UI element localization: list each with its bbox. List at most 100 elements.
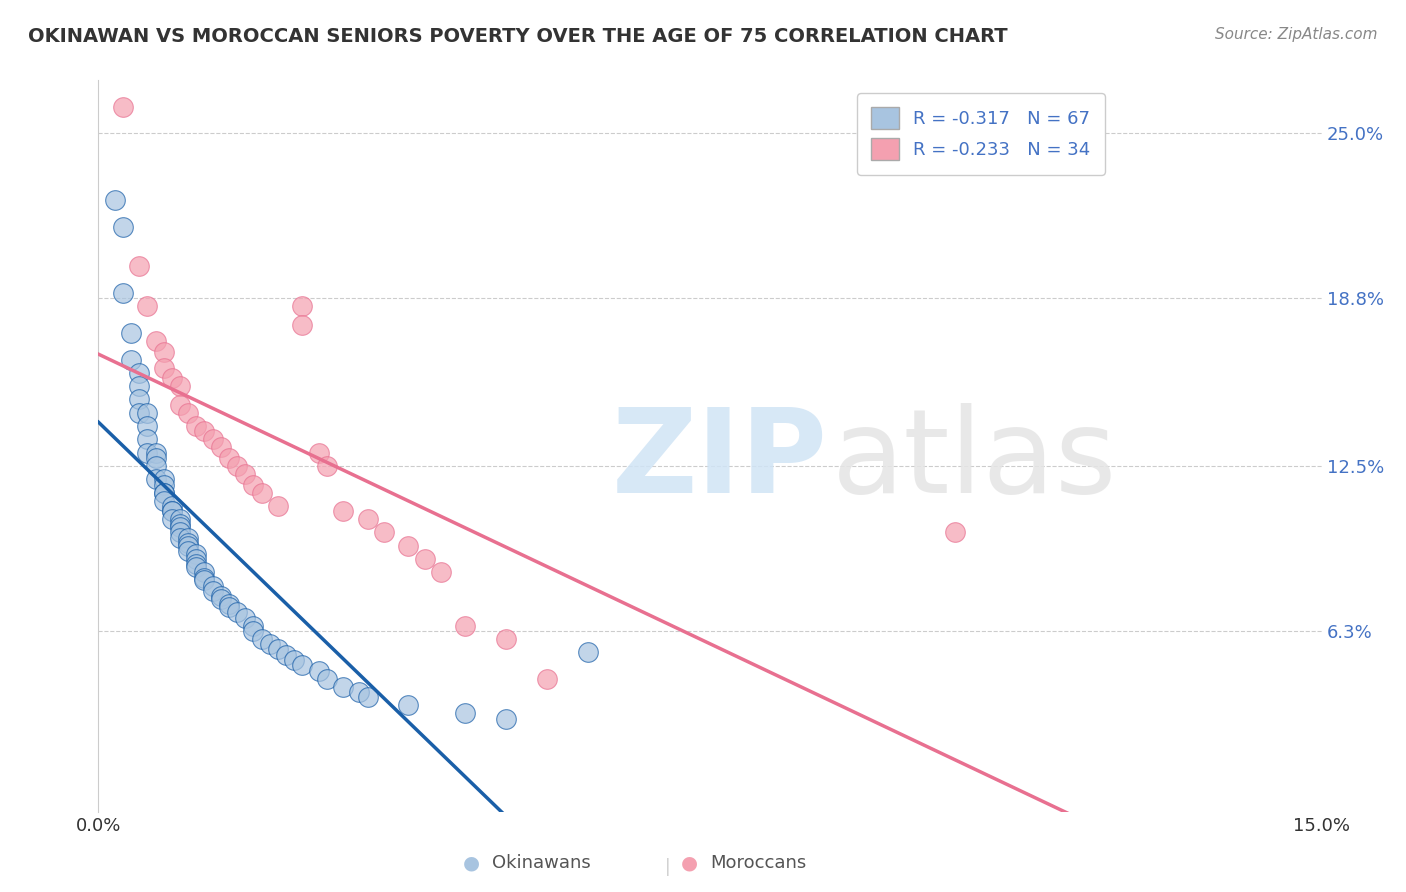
Point — [104, 193, 127, 207]
Point — [373, 525, 395, 540]
Point — [201, 433, 224, 447]
Text: |: | — [665, 858, 671, 876]
Text: Moroccans: Moroccans — [710, 855, 806, 872]
Point — [267, 642, 290, 657]
Point — [169, 517, 191, 532]
Point — [186, 558, 208, 572]
Point — [152, 477, 174, 491]
Point — [396, 539, 419, 553]
Point — [128, 406, 150, 420]
Point — [169, 525, 191, 540]
Point — [332, 680, 354, 694]
Point — [186, 419, 208, 434]
Point — [250, 485, 273, 500]
Point — [274, 648, 297, 662]
Point — [169, 379, 191, 393]
Point — [177, 544, 200, 558]
Point — [136, 299, 159, 313]
Point — [209, 589, 232, 603]
Point — [233, 610, 256, 624]
Point — [128, 392, 150, 407]
Point — [332, 504, 354, 518]
Point — [209, 591, 232, 606]
Point — [259, 637, 281, 651]
Point — [943, 525, 966, 540]
Point — [356, 690, 378, 705]
Point — [242, 477, 264, 491]
Point — [177, 406, 200, 420]
Point — [136, 445, 159, 459]
Point — [356, 512, 378, 526]
Point — [396, 698, 419, 713]
Point — [145, 334, 167, 348]
Point — [283, 653, 305, 667]
Text: Okinawans: Okinawans — [492, 855, 591, 872]
Point — [177, 531, 200, 545]
Point — [193, 566, 215, 580]
Text: ●: ● — [463, 854, 479, 873]
Point — [152, 485, 174, 500]
Text: ●: ● — [681, 854, 697, 873]
Point — [169, 398, 191, 412]
Point — [495, 632, 517, 646]
Text: atlas: atlas — [832, 403, 1118, 518]
Point — [152, 344, 174, 359]
Point — [536, 672, 558, 686]
Text: OKINAWAN VS MOROCCAN SENIORS POVERTY OVER THE AGE OF 75 CORRELATION CHART: OKINAWAN VS MOROCCAN SENIORS POVERTY OVE… — [28, 27, 1008, 45]
Point — [218, 599, 240, 614]
Text: Source: ZipAtlas.com: Source: ZipAtlas.com — [1215, 27, 1378, 42]
Point — [145, 450, 167, 465]
Legend: R = -0.317   N = 67, R = -0.233   N = 34: R = -0.317 N = 67, R = -0.233 N = 34 — [858, 93, 1105, 175]
Point — [413, 552, 436, 566]
Point — [160, 512, 183, 526]
Point — [193, 425, 215, 439]
Point — [201, 579, 224, 593]
Point — [291, 318, 314, 332]
Point — [160, 371, 183, 385]
Point — [193, 571, 215, 585]
Point — [186, 547, 208, 561]
Point — [177, 539, 200, 553]
Point — [128, 379, 150, 393]
Point — [177, 536, 200, 550]
Point — [136, 419, 159, 434]
Point — [201, 584, 224, 599]
Point — [209, 440, 232, 454]
Point — [454, 706, 477, 721]
Point — [315, 672, 337, 686]
Point — [145, 472, 167, 486]
Point — [136, 406, 159, 420]
Point — [145, 445, 167, 459]
Point — [160, 504, 183, 518]
Point — [169, 512, 191, 526]
Point — [242, 618, 264, 632]
Point — [218, 597, 240, 611]
Point — [152, 493, 174, 508]
Point — [186, 560, 208, 574]
Point — [218, 450, 240, 465]
Point — [152, 360, 174, 375]
Point — [120, 326, 142, 340]
Point — [160, 499, 183, 513]
Point — [136, 433, 159, 447]
Point — [315, 458, 337, 473]
Point — [152, 472, 174, 486]
Point — [242, 624, 264, 638]
Point — [430, 566, 453, 580]
Point — [291, 658, 314, 673]
Point — [250, 632, 273, 646]
Point — [152, 485, 174, 500]
Point — [111, 100, 134, 114]
Point — [349, 685, 371, 699]
Point — [193, 574, 215, 588]
Point — [120, 352, 142, 367]
Point — [111, 286, 134, 301]
Point — [267, 499, 290, 513]
Point — [128, 260, 150, 274]
Point — [145, 458, 167, 473]
Point — [291, 299, 314, 313]
Point — [226, 605, 249, 619]
Point — [233, 467, 256, 481]
Point — [576, 645, 599, 659]
Point — [308, 445, 330, 459]
